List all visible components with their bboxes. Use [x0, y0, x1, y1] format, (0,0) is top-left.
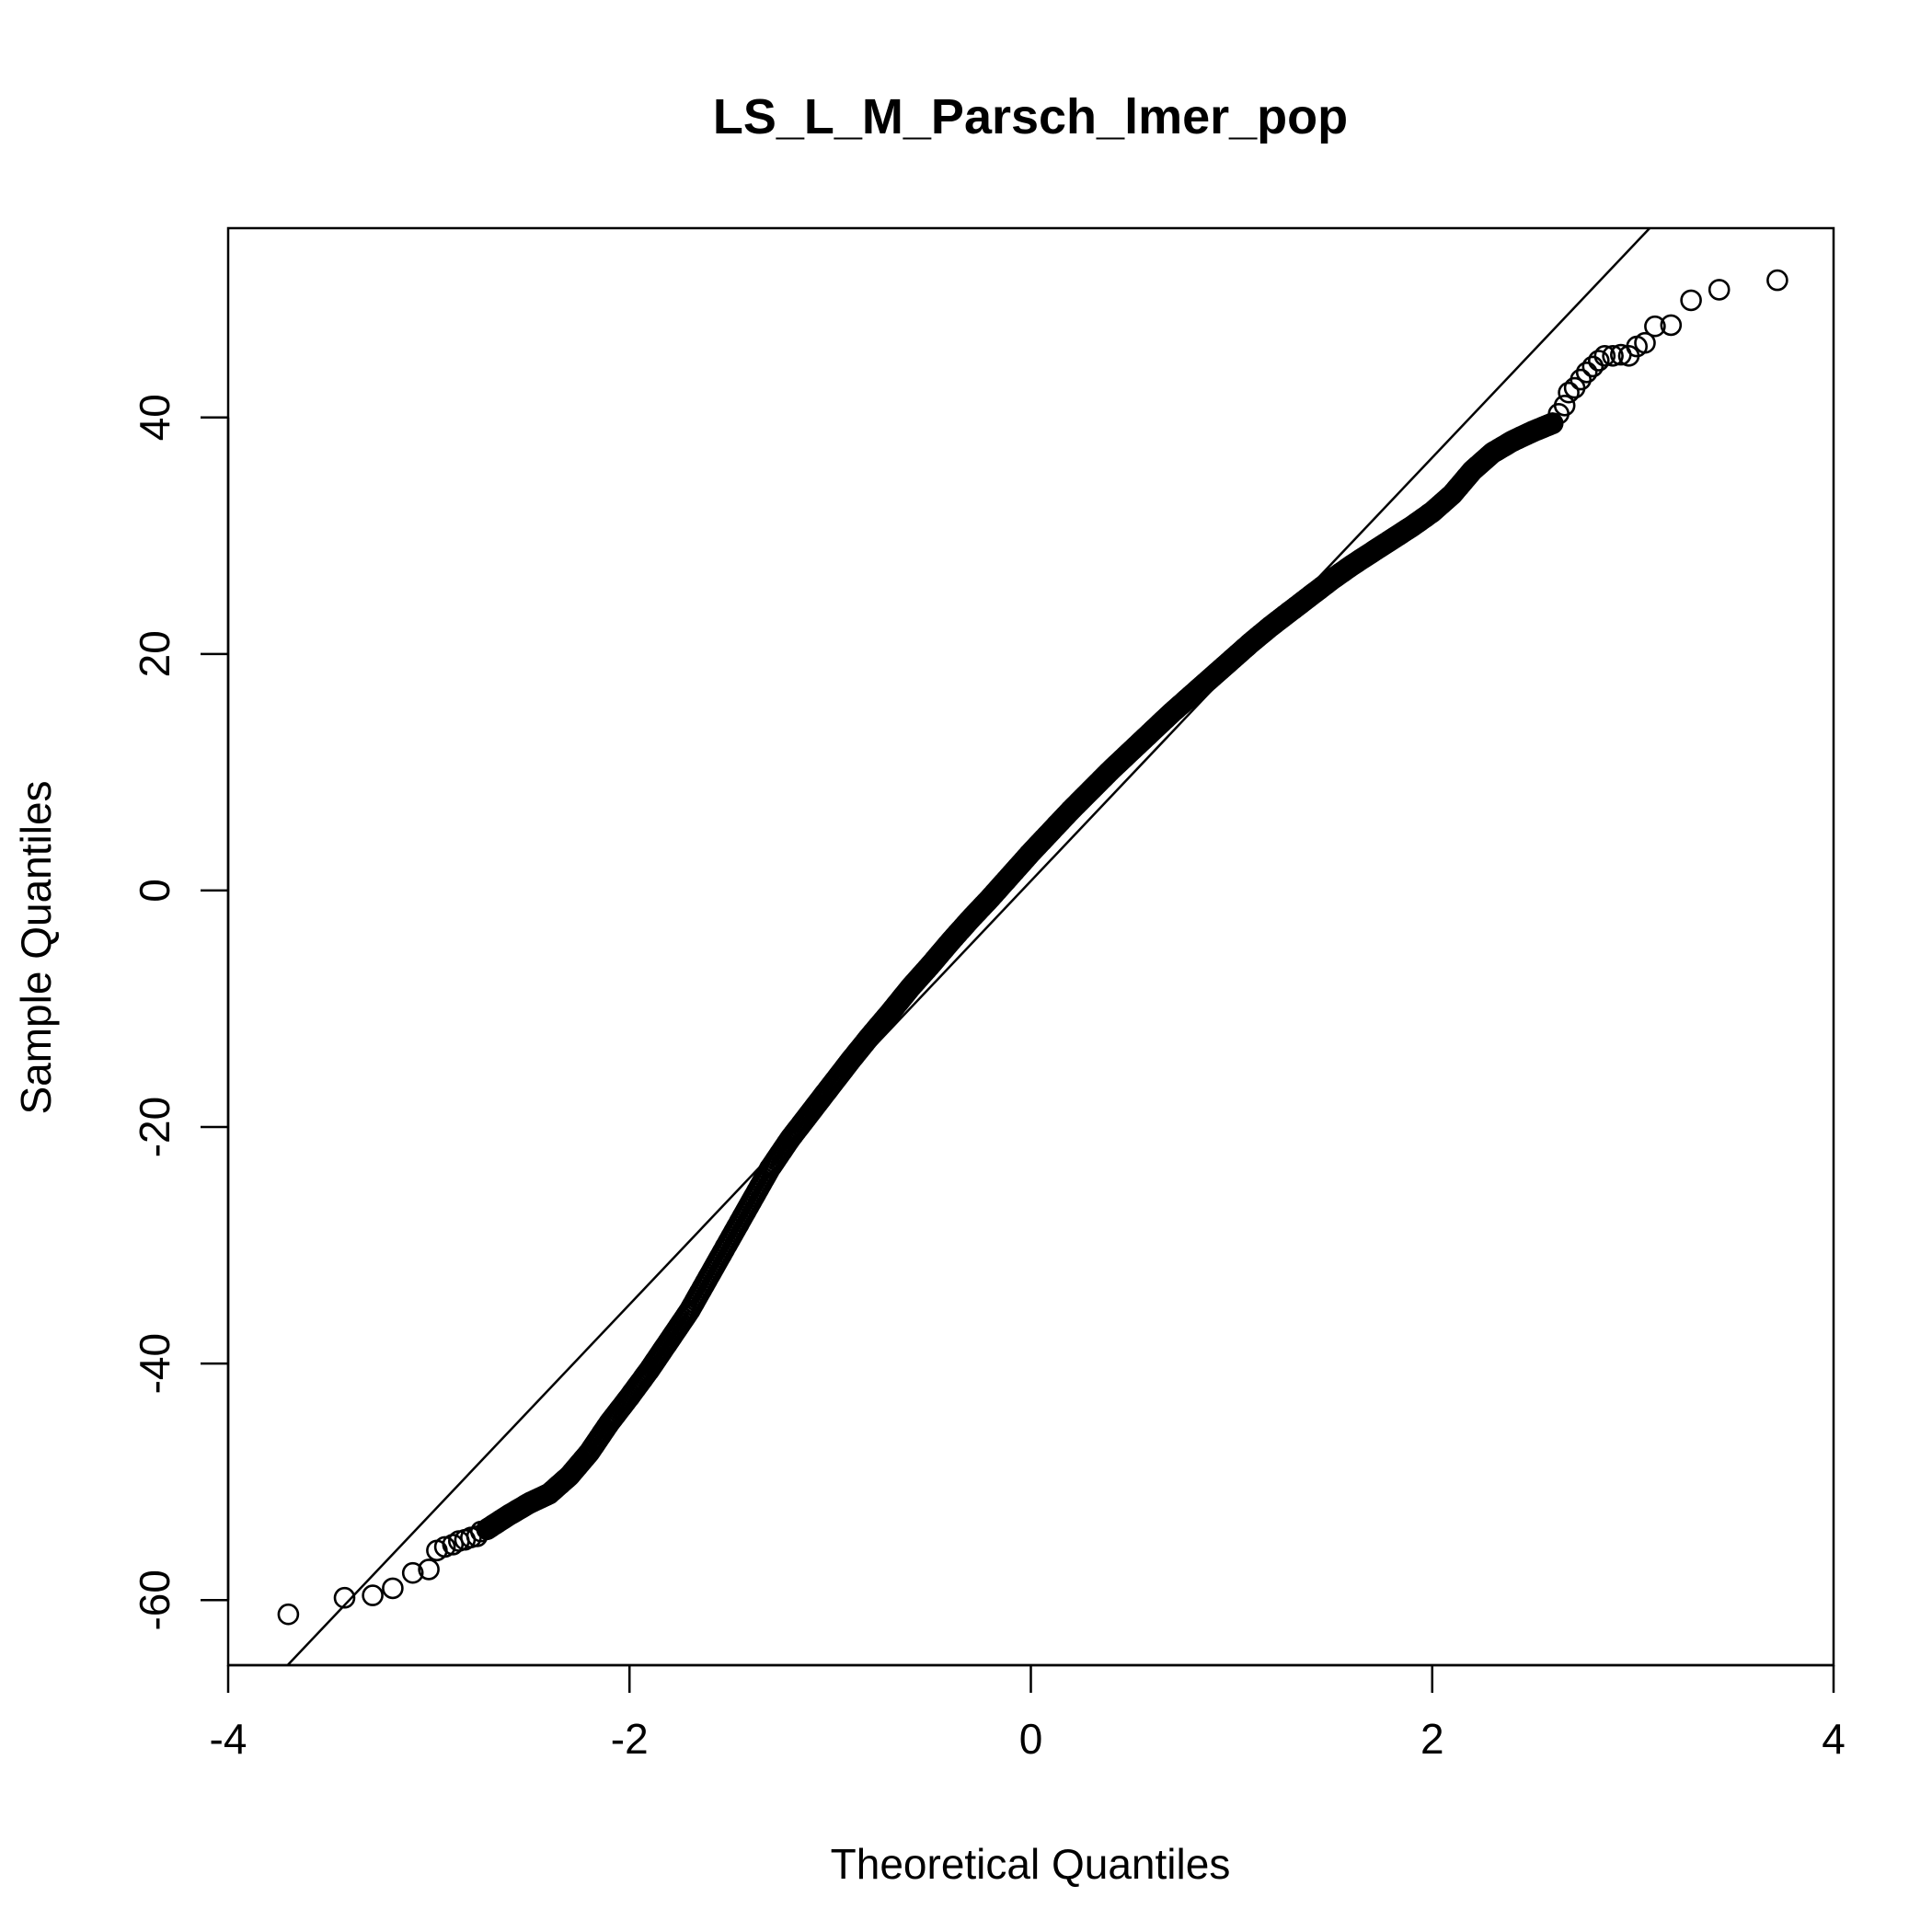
data-point [1644, 315, 1666, 338]
data-point [433, 1535, 456, 1558]
x-tick-label: 0 [1019, 1715, 1043, 1763]
x-tick-label: -2 [611, 1715, 649, 1763]
data-point [1581, 355, 1604, 378]
data-point [1541, 412, 1564, 434]
data-point [382, 1577, 404, 1600]
y-tick-label: -40 [131, 1333, 178, 1394]
x-axis-label: Theoretical Quantiles [831, 1840, 1231, 1888]
data-points [277, 269, 1788, 1626]
y-tick-label: -20 [131, 1097, 178, 1157]
reference-line [285, 228, 1651, 1665]
data-point [1553, 394, 1576, 417]
x-tick-label: 2 [1420, 1715, 1444, 1763]
data-point [1708, 279, 1731, 301]
data-point [418, 1558, 440, 1581]
data-point [1634, 331, 1656, 354]
y-tick-label: 40 [131, 394, 178, 441]
data-point [277, 1603, 300, 1626]
data-point [1680, 289, 1702, 312]
data-point [1660, 314, 1683, 337]
y-axis: -60 -40 -20 0 20 40 [131, 394, 230, 1631]
data-point [401, 1561, 424, 1584]
x-tick-label: -4 [210, 1715, 247, 1763]
data-point [333, 1586, 356, 1609]
data-point [1602, 344, 1624, 367]
data-point [1558, 381, 1580, 404]
y-tick-label: 0 [131, 879, 178, 903]
data-point [1575, 361, 1598, 384]
chart-title: LS_L_M_Parsch_lmer_pop [713, 89, 1348, 144]
y-axis-label: Sample Quantiles [12, 780, 60, 1114]
data-point [1766, 269, 1788, 292]
data-point [1593, 344, 1616, 367]
y-tick-label: 20 [131, 630, 178, 677]
x-axis: -4 -2 0 2 4 [210, 1663, 1846, 1763]
y-tick-label: -60 [131, 1570, 178, 1630]
data-point [1570, 368, 1592, 391]
x-tick-label: 4 [1822, 1715, 1846, 1763]
data-point [362, 1584, 384, 1606]
data-point [1588, 350, 1610, 372]
plot-frame [226, 226, 1835, 1667]
